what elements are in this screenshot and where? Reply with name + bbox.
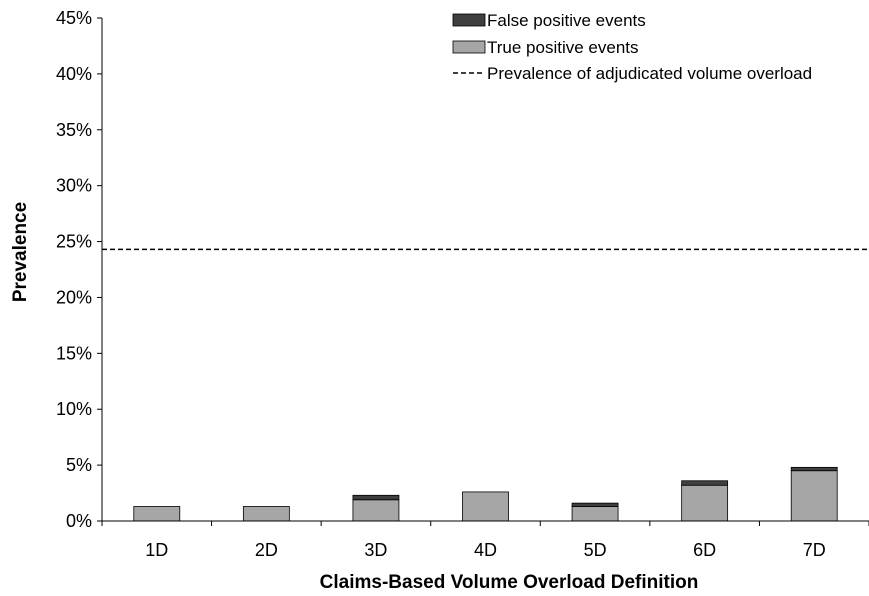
- bar-6D-false-positive-events: [681, 480, 729, 486]
- y-tick-label: 35%: [56, 120, 92, 140]
- bar-2D-true-positive-events: [242, 506, 290, 522]
- x-tick-label: 1D: [145, 540, 168, 560]
- x-tick-label: 2D: [255, 540, 278, 560]
- bar-7D-true-positive-events: [790, 470, 838, 522]
- x-tick-label: 3D: [364, 540, 387, 560]
- y-tick-label: 25%: [56, 232, 92, 252]
- bar-3D-false-positive-events: [352, 494, 400, 501]
- legend-swatch: [452, 40, 486, 54]
- legend-label: False positive events: [487, 11, 646, 30]
- legend: False positive events True positive event…: [452, 11, 812, 83]
- bar-6D-true-positive-events: [681, 484, 729, 522]
- x-tick-label: 6D: [693, 540, 716, 560]
- y-axis: 0% 5% 10% 15% 20% 25% 30% 35% 40% 45%: [56, 8, 103, 531]
- y-tick-label: 30%: [56, 176, 92, 196]
- bar-4D-true-positive-events: [462, 491, 509, 522]
- x-tick-label: 4D: [474, 540, 497, 560]
- plot-area: [102, 248, 869, 522]
- x-axis: 1D 2D 3D 4D 5D 6D 7D: [101, 520, 869, 560]
- x-tick-label: 5D: [584, 540, 607, 560]
- bar-3D-true-positive-events: [352, 499, 400, 522]
- y-tick-label: 15%: [56, 343, 92, 363]
- x-axis-title: Claims-Based Volume Overload Definition: [320, 572, 699, 593]
- bar-5D-false-positive-events: [571, 502, 619, 507]
- y-tick-label: 10%: [56, 399, 92, 419]
- y-tick-label: 45%: [56, 8, 92, 28]
- y-tick-label: 0%: [66, 511, 92, 531]
- bar-5D-true-positive-events: [571, 506, 619, 522]
- y-tick-label: 40%: [56, 64, 92, 84]
- legend-swatch: [452, 13, 486, 27]
- legend-label: Prevalence of adjudicated volume overloa…: [487, 64, 812, 83]
- legend-label: True positive events: [487, 38, 639, 57]
- bar-7D-false-positive-events: [790, 466, 838, 472]
- y-tick-label: 20%: [56, 287, 92, 307]
- x-tick-label: 7D: [803, 540, 826, 560]
- y-axis-title: Prevalence: [10, 202, 31, 302]
- y-tick-label: 5%: [66, 455, 92, 475]
- bar-1D-true-positive-events: [133, 506, 181, 522]
